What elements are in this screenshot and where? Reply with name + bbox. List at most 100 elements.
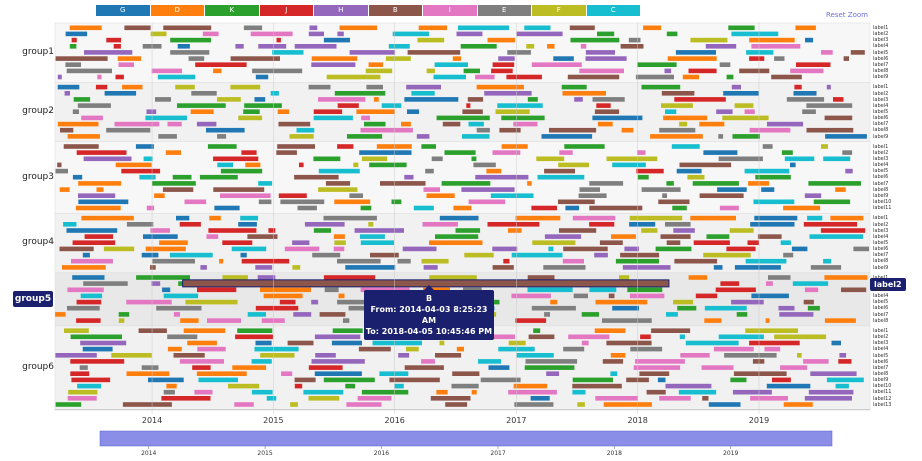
legend-item-H[interactable]: H [314,5,368,16]
task-bar [75,205,121,211]
group-label-group4[interactable]: group4 [22,237,54,248]
task-bar [370,252,399,258]
task-bar [207,144,237,149]
task-bar [413,205,434,211]
row-label: label8 [873,68,889,75]
reset-zoom-button[interactable]: Reset Zoom [826,11,868,19]
legend-item-G[interactable]: G [96,5,150,16]
row-label: label5 [873,168,889,175]
task-bar [122,84,143,90]
task-bar [845,168,853,174]
task-bar [612,305,639,311]
task-bar [257,275,276,280]
task-bar [359,150,412,155]
task-bar [199,174,238,180]
legend-item-J[interactable]: J [259,5,313,16]
row-label: label11 [873,205,892,212]
task-bar [764,346,781,352]
task-bar [563,246,608,252]
task-bar [103,246,135,252]
task-bar [63,144,99,149]
tooltip-title: B [425,294,433,303]
task-bar [431,156,443,162]
task-bar [404,365,444,370]
legend-item-I[interactable]: I [423,5,477,16]
task-bar [276,150,297,155]
task-bar [719,205,739,211]
group-label-group2[interactable]: group2 [22,106,54,117]
brush-tick-label: 2017 [490,450,506,457]
task-bar [71,377,111,383]
task-bar [562,91,606,96]
row-label: label5 [873,108,889,115]
group-label-group1[interactable]: group1 [22,46,54,57]
task-bar [244,103,282,108]
task-bar [717,187,747,192]
task-bar [530,396,550,401]
legend-item-C[interactable]: C [586,5,640,16]
task-bar [150,265,156,270]
task-bar [766,281,773,286]
task-bar [255,305,299,311]
task-bar [839,353,847,358]
task-bar [433,74,466,80]
legend-item-K[interactable]: K [205,5,259,16]
task-bar [676,168,702,174]
task-bar [162,287,171,293]
task-bar [230,84,261,90]
task-bar [536,156,565,162]
task-bar [361,156,388,162]
task-bar [461,187,515,192]
task-bar [166,383,177,389]
task-bar [507,50,531,55]
task-bar [762,144,773,149]
task-bar [513,383,548,389]
task-bar [70,334,122,340]
task-bar [402,246,437,252]
task-bar [768,275,791,280]
task-bar [411,91,435,96]
task-bar [115,162,152,168]
task-bar [572,383,622,389]
group-label-group3[interactable]: group3 [22,171,54,182]
group-label-group5[interactable]: group5 [13,291,53,308]
task-bar [729,228,754,233]
task-bar [435,353,462,358]
task-bar [558,162,589,168]
task-bar [151,281,161,286]
task-bar [106,127,151,133]
task-bar [747,240,759,245]
legend-item-F[interactable]: F [532,5,586,16]
task-bar [805,37,814,43]
task-bar [490,193,534,198]
task-bar [853,246,869,252]
task-bar [337,31,344,37]
task-bar [232,365,267,370]
legend-item-B[interactable]: B [368,5,422,16]
group-label-group6[interactable]: group6 [22,361,54,372]
task-bar [252,68,303,74]
task-bar [388,44,410,49]
legend-item-E[interactable]: E [477,5,531,16]
row-label: label7 [873,180,889,187]
task-bar [238,115,263,121]
row-label: label8 [873,317,889,324]
row-label: label7 [873,311,889,318]
task-bar [602,318,652,323]
task-bar [55,312,66,317]
row-label: label5 [873,299,889,306]
task-bar [81,115,103,121]
task-bar [266,396,277,401]
row-label: label10 [873,199,892,206]
legend-item-D[interactable]: D [150,5,204,16]
x-tick-label: 2016 [384,416,405,425]
task-bar [629,293,665,299]
task-bar [453,205,472,211]
task-bar [219,258,224,264]
brush-tick-label: 2018 [606,450,622,457]
task-bar [718,156,763,162]
task-bar [754,215,798,221]
row-label: label6 [873,305,889,312]
task-bar [421,359,435,364]
task-bar [690,215,736,221]
